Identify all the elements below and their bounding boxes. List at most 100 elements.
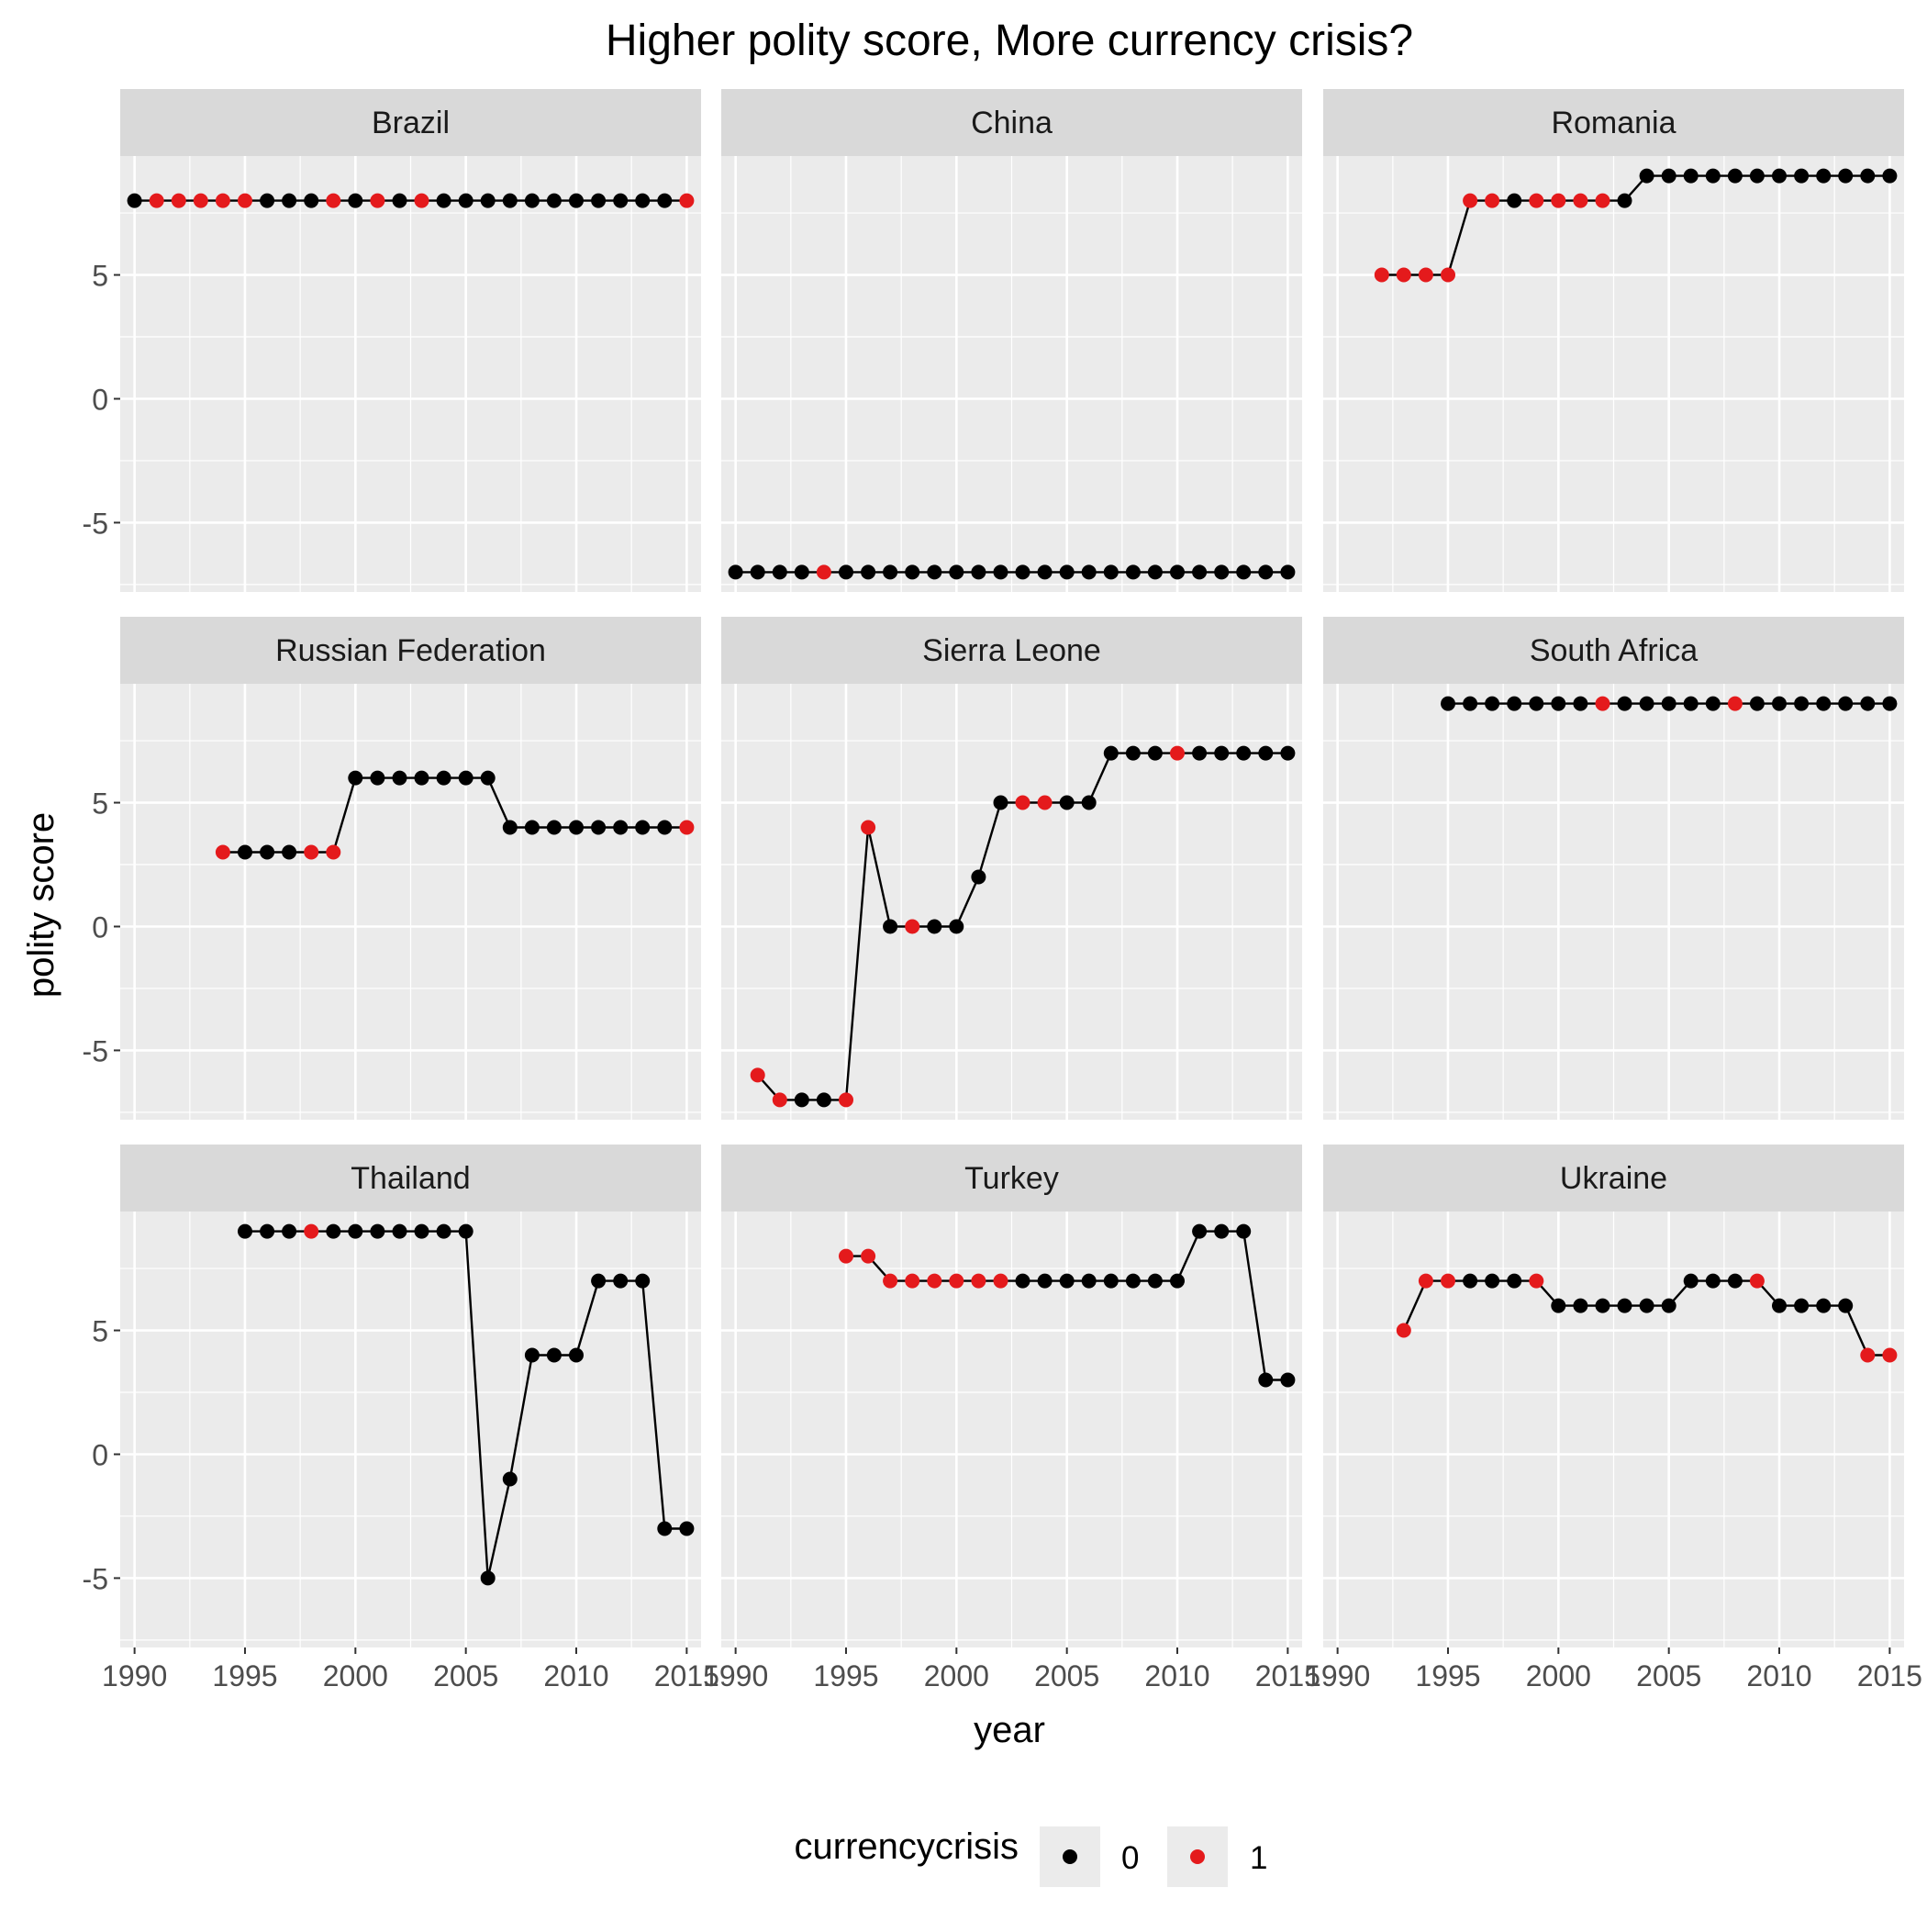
data-point-romania-1993 (1396, 267, 1411, 283)
data-point-china-2011 (1192, 564, 1208, 580)
x-tick-label: 2010 (543, 1659, 608, 1692)
y-tick-label: -5 (83, 1034, 108, 1067)
facet-strip-label: China (971, 106, 1053, 140)
y-tick-label: -5 (83, 507, 108, 540)
data-point-south-africa-1998 (1507, 696, 1522, 711)
facet-strip-label: Romania (1551, 106, 1676, 140)
facet-south-africa: South Africa (1323, 617, 1904, 1120)
data-point-russian-federation-2009 (546, 820, 562, 835)
legend-marker-0 (1063, 1849, 1077, 1864)
data-point-sierra-leone-2006 (1081, 795, 1097, 810)
data-point-thailand-2013 (635, 1273, 651, 1289)
data-point-ukraine-1998 (1507, 1273, 1522, 1289)
data-point-turkey-2009 (1147, 1273, 1163, 1289)
data-point-brazil-2010 (569, 193, 584, 208)
data-point-brazil-2000 (348, 193, 363, 208)
data-point-south-africa-2002 (1595, 696, 1610, 711)
data-point-brazil-2003 (414, 193, 429, 208)
data-point-russian-federation-1995 (238, 844, 252, 860)
facet-brazil: Brazil 5 0 -5 (83, 89, 701, 592)
data-point-turkey-2015 (1280, 1372, 1296, 1388)
data-point-romania-2014 (1860, 168, 1876, 184)
data-point-russian-federation-2005 (458, 770, 473, 786)
data-point-china-1999 (927, 564, 942, 580)
legend-marker-1 (1190, 1849, 1205, 1864)
data-point-south-africa-2005 (1661, 696, 1676, 711)
data-point-turkey-2000 (949, 1273, 964, 1289)
data-point-thailand-2000 (348, 1223, 363, 1239)
data-point-romania-2010 (1772, 168, 1787, 184)
y-axis-title: polity score (21, 812, 61, 998)
facet-strip (120, 1145, 701, 1212)
facet-strip-label: Thailand (351, 1161, 470, 1196)
data-point-sierra-leone-1998 (905, 919, 920, 934)
data-point-russian-federation-1998 (304, 844, 319, 860)
data-point-brazil-2013 (635, 193, 651, 208)
facet-russian-federation: Russian Federation 5 0 -5 (83, 617, 701, 1120)
legend-label-0: 0 (1121, 1840, 1139, 1876)
data-point-sierra-leone-2010 (1170, 745, 1185, 761)
data-point-russian-federation-2002 (392, 770, 407, 786)
data-point-brazil-1998 (304, 193, 319, 208)
data-point-sierra-leone-1993 (794, 1092, 809, 1108)
y-tick-label: 5 (92, 1315, 108, 1348)
x-tick-label: 2015 (654, 1659, 719, 1692)
data-point-sierra-leone-1999 (927, 919, 942, 934)
data-point-south-africa-2007 (1705, 696, 1721, 711)
data-point-ukraine-2003 (1617, 1298, 1632, 1313)
data-point-romania-2009 (1749, 168, 1765, 184)
series-line-russian-federation (222, 776, 687, 854)
data-point-thailand-2004 (436, 1223, 451, 1239)
facet-strip (120, 617, 701, 684)
data-point-brazil-1992 (171, 193, 186, 208)
data-point-ukraine-2011 (1794, 1298, 1810, 1313)
data-point-sierra-leone-1992 (772, 1092, 787, 1108)
data-point-thailand-2011 (591, 1273, 607, 1289)
data-point-sierra-leone-1996 (861, 820, 876, 835)
facet-strip (721, 1145, 1302, 1212)
data-point-thailand-2001 (370, 1223, 385, 1239)
data-point-thailand-2003 (414, 1223, 429, 1239)
y-tick-label: -5 (83, 1562, 108, 1595)
data-point-brazil-1994 (215, 193, 230, 208)
x-tick-label: 2005 (1034, 1659, 1099, 1692)
data-point-south-africa-2004 (1639, 696, 1654, 711)
data-point-china-1993 (794, 564, 809, 580)
data-point-brazil-2011 (591, 193, 607, 208)
data-point-russian-federation-2001 (370, 770, 385, 786)
data-point-sierra-leone-2002 (993, 795, 1008, 810)
data-point-sierra-leone-1995 (839, 1092, 853, 1108)
data-point-brazil-1993 (193, 193, 208, 208)
data-point-brazil-2009 (546, 193, 562, 208)
data-point-russian-federation-2004 (436, 770, 451, 786)
facet-turkey: Turkey 1990 1995 2000 2005 2010 2015 (703, 1145, 1320, 1692)
data-point-turkey-2004 (1037, 1273, 1053, 1289)
data-point-south-africa-1996 (1463, 696, 1478, 711)
data-point-romania-1999 (1529, 193, 1544, 208)
data-point-south-africa-2011 (1794, 696, 1810, 711)
data-point-russian-federation-1996 (260, 844, 275, 860)
data-point-turkey-2002 (993, 1273, 1008, 1289)
y-tick-label: 5 (92, 787, 108, 821)
data-point-brazil-2007 (502, 193, 518, 208)
data-point-turkey-1999 (927, 1273, 942, 1289)
data-point-ukraine-2000 (1551, 1298, 1566, 1313)
data-point-sierra-leone-2007 (1103, 745, 1119, 761)
data-point-thailand-2012 (613, 1273, 629, 1289)
data-point-brazil-2005 (458, 193, 473, 208)
data-point-romania-2013 (1838, 168, 1854, 184)
x-tick-label: 2010 (1144, 1659, 1209, 1692)
facet-romania: Romania (1323, 89, 1904, 592)
data-point-turkey-2011 (1192, 1223, 1208, 1239)
data-point-south-africa-2001 (1573, 696, 1588, 711)
data-point-sierra-leone-2000 (949, 919, 964, 934)
facet-strip-label: Russian Federation (275, 633, 546, 668)
facet-strip-label: South Africa (1530, 633, 1698, 668)
data-point-south-africa-2010 (1772, 696, 1787, 711)
data-point-sierra-leone-2015 (1280, 745, 1296, 761)
data-point-russian-federation-2000 (348, 770, 363, 786)
data-point-brazil-1995 (238, 193, 252, 208)
data-point-russian-federation-2008 (524, 820, 540, 835)
data-point-ukraine-2012 (1816, 1298, 1832, 1313)
